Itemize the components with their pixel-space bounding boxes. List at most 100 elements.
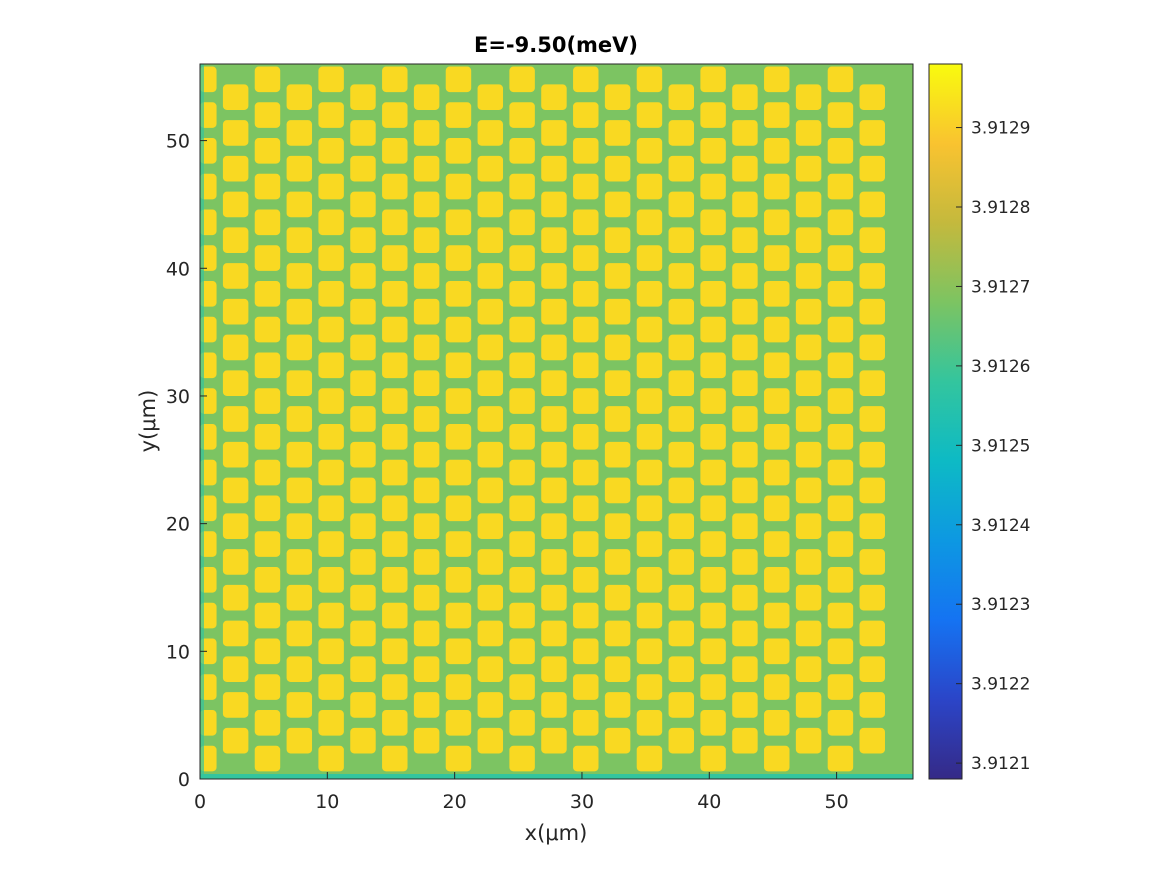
heatmap-cell (795, 477, 822, 504)
heatmap-cell (573, 459, 599, 486)
heatmap-cell (200, 602, 217, 629)
heatmap-cell (286, 370, 313, 396)
heatmap-cell (764, 424, 790, 450)
heatmap-cell (286, 620, 313, 647)
heatmap-cell (200, 316, 217, 343)
heatmap-cell (732, 298, 758, 325)
heatmap-cell (859, 549, 885, 575)
heatmap-cell (445, 209, 472, 236)
heatmap-cell (222, 298, 249, 325)
heatmap-cell (254, 495, 281, 522)
heatmap-cell (604, 298, 631, 325)
heatmap-cell (200, 102, 217, 128)
heatmap-cell (200, 173, 217, 200)
heatmap-cell (859, 191, 885, 218)
heatmap-cell (254, 209, 281, 236)
heatmap-cell (573, 388, 599, 414)
heatmap-cell (477, 549, 504, 575)
heatmap-cell (636, 459, 663, 486)
heatmap-cell (732, 549, 758, 575)
heatmap-cell (222, 727, 249, 754)
heatmap-cell (668, 298, 695, 325)
heatmap-cell (573, 531, 599, 557)
heatmap-cell (254, 102, 281, 128)
heatmap-cell (859, 513, 885, 539)
heatmap-cell (445, 567, 472, 593)
heatmap-cell (222, 656, 249, 682)
heatmap-cell (509, 638, 535, 665)
heatmap-cell (859, 370, 885, 396)
heatmap-cell (764, 459, 790, 486)
heatmap-cell (827, 531, 854, 557)
heatmap-cell (509, 459, 535, 486)
heatmap-cell (200, 745, 217, 772)
heatmap-cell (795, 227, 822, 253)
heatmap-cell (732, 620, 758, 647)
heatmap-cell (795, 727, 822, 754)
heatmap-cell (382, 459, 408, 486)
heatmap-cell (477, 692, 504, 718)
colorbar-gradient (929, 64, 962, 779)
heatmap-cell (795, 191, 822, 218)
heatmap-cell (286, 727, 313, 754)
heatmap-cell (732, 84, 758, 110)
heatmap-cell (413, 298, 440, 325)
heatmap-cell (859, 155, 885, 182)
colorbar-tick-label: 3.9122 (971, 675, 1030, 695)
heatmap-cell (827, 281, 854, 307)
heatmap-cell (668, 406, 695, 432)
heatmap-cell (477, 120, 504, 146)
heatmap-cell (200, 459, 217, 486)
heatmap-cell (604, 84, 631, 110)
heatmap-cell (350, 549, 376, 575)
heatmap-cell (700, 674, 726, 700)
heatmap-cell (286, 120, 313, 146)
heatmap-cell (827, 459, 854, 486)
heatmap-cell (636, 424, 663, 450)
heatmap-cell (413, 334, 440, 361)
heatmap-cell (445, 281, 472, 307)
heatmap-cell (668, 334, 695, 361)
heatmap-cell (350, 477, 376, 504)
heatmap-cell (859, 727, 885, 754)
heatmap-cell (200, 138, 217, 164)
heatmap-cell (541, 120, 567, 146)
heatmap-cell (445, 173, 472, 200)
heatmap-cell (827, 424, 854, 450)
heatmap-cell (732, 263, 758, 289)
heatmap-cell (286, 656, 313, 682)
heatmap-cell (222, 263, 249, 289)
heatmap-cell (541, 370, 567, 396)
heatmap-cell (700, 459, 726, 486)
heatmap-cell (200, 495, 217, 522)
heatmap-cell (764, 388, 790, 414)
heatmap-cell (413, 620, 440, 647)
heatmap-cell (541, 191, 567, 218)
heatmap-cell (413, 84, 440, 110)
heatmap-cell (350, 120, 376, 146)
heatmap-cell (604, 513, 631, 539)
heatmap-cell (509, 245, 535, 271)
heatmap-cell (668, 692, 695, 718)
heatmap-cell (286, 298, 313, 325)
x-tick-label: 0 (194, 791, 206, 813)
heatmap-cell (732, 370, 758, 396)
heatmap-cell (827, 102, 854, 128)
heatmap-cell (636, 602, 663, 629)
heatmap-cell (732, 727, 758, 754)
heatmap-cell (413, 727, 440, 754)
heatmap-cell (222, 513, 249, 539)
heatmap-cell (445, 388, 472, 414)
heatmap-cell (413, 406, 440, 432)
heatmap-cell (541, 477, 567, 504)
colorbar-tick-label: 3.9129 (971, 119, 1030, 139)
heatmap-cell (200, 245, 217, 271)
heatmap-cell (700, 567, 726, 593)
y-axis-title: y(μm) (136, 390, 160, 453)
heatmap-cell (318, 567, 344, 593)
colorbar-tick-label: 3.9121 (971, 754, 1030, 774)
heatmap-cell (254, 138, 281, 164)
heatmap-cell (413, 155, 440, 182)
heatmap-cell (573, 173, 599, 200)
